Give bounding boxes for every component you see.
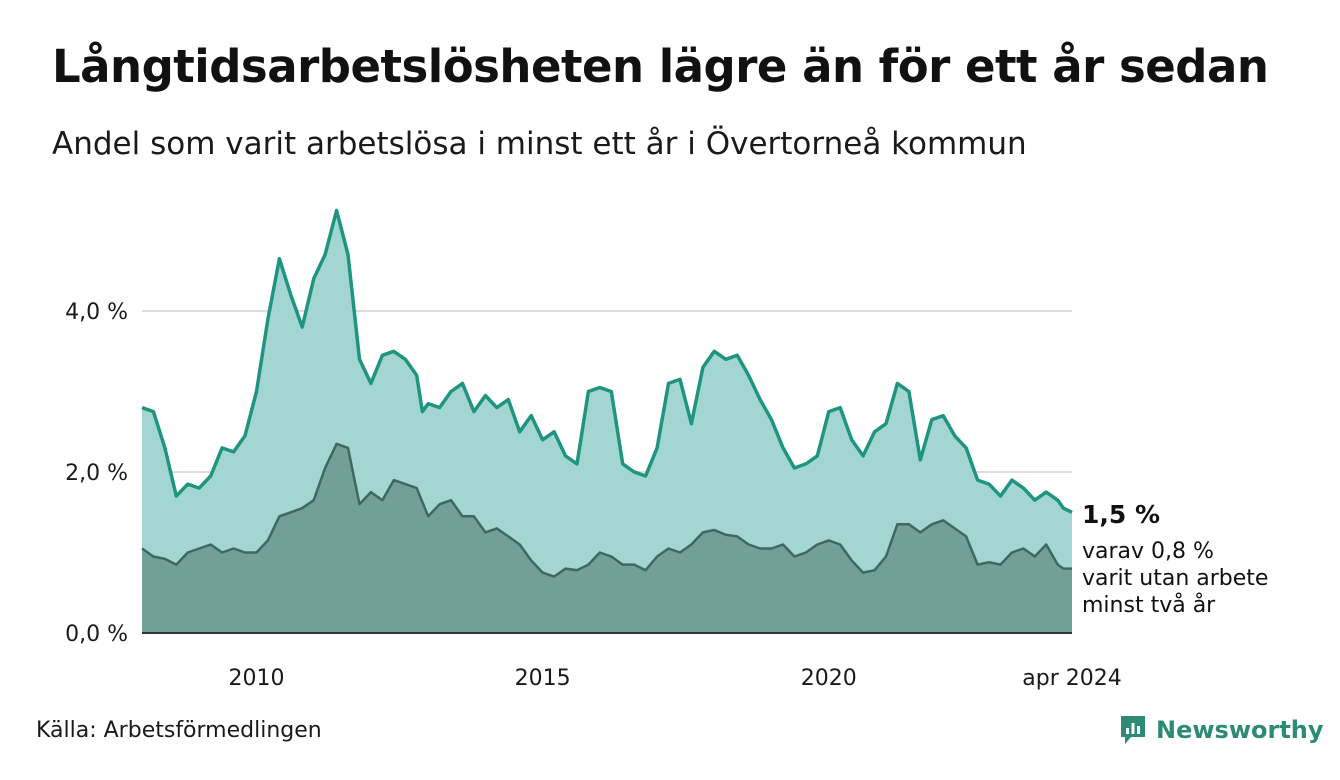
end-note-line: varav 0,8 % bbox=[1082, 539, 1214, 564]
total-line bbox=[141, 208, 1073, 514]
y-tick-label: 4,0 % bbox=[65, 300, 128, 325]
longterm-line bbox=[141, 442, 1072, 578]
chart-title: Långtidsarbetslösheten lägre än för ett … bbox=[52, 40, 1269, 93]
longterm-area bbox=[142, 443, 1072, 633]
x-tick-label: apr 2024 bbox=[1022, 666, 1121, 691]
x-tick-label: 2020 bbox=[801, 666, 857, 691]
x-tick-label: 2015 bbox=[515, 666, 571, 691]
brand-name: Newsworthy bbox=[1156, 716, 1324, 744]
end-note-line: varit utan arbete bbox=[1082, 566, 1268, 591]
y-tick-label: 2,0 % bbox=[65, 461, 128, 486]
end-note-line: minst två år bbox=[1082, 592, 1216, 618]
source-label: Källa: Arbetsförmedlingen bbox=[36, 718, 322, 743]
chart-subtitle: Andel som varit arbetslösa i minst ett å… bbox=[52, 126, 1027, 162]
x-tick-label: 2010 bbox=[228, 666, 284, 691]
end-value-label: 1,5 % bbox=[1082, 500, 1160, 529]
newsworthy-icon bbox=[1121, 716, 1145, 744]
brand-logo: Newsworthy bbox=[1118, 713, 1324, 747]
y-tick-label: 0,0 % bbox=[65, 622, 128, 647]
x-axis-ticks: 2010 2015 2020 apr 2024 bbox=[228, 666, 1121, 691]
y-axis-ticks: 0,0 % 2,0 % 4,0 % bbox=[65, 300, 128, 647]
